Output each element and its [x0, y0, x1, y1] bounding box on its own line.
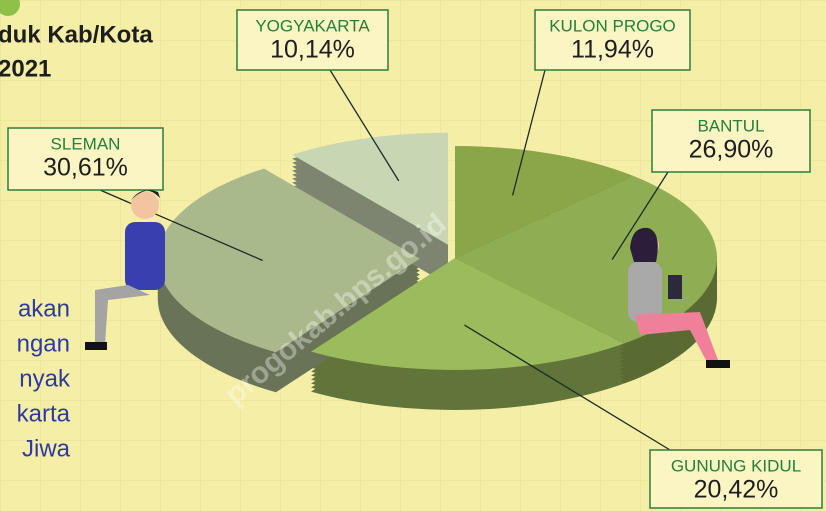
- text-line: Jiwa: [22, 435, 71, 462]
- category-label: KULON PROGO: [549, 16, 676, 35]
- title-line: 2021: [0, 55, 51, 82]
- text-line: karta: [17, 400, 71, 427]
- value-label: 10,14%: [270, 36, 355, 64]
- value-label: 11,94%: [571, 36, 654, 64]
- text-line: nyak: [19, 365, 71, 392]
- category-label: GUNUNG KIDUL: [671, 456, 801, 475]
- title-line: duk Kab/Kota: [0, 21, 153, 48]
- value-label: 30,61%: [43, 154, 128, 182]
- value-label: 20,42%: [694, 476, 779, 504]
- text-line: akan: [18, 295, 70, 322]
- chart: duk Kab/Kota 2021 akan ngan nyak karta J…: [0, 0, 826, 511]
- text-line: ngan: [17, 330, 70, 357]
- body-text: akan ngan nyak karta Jiwa: [17, 295, 71, 462]
- category-label: BANTUL: [697, 116, 764, 135]
- value-label: 26,90%: [689, 136, 774, 164]
- category-label: SLEMAN: [51, 134, 121, 153]
- category-label: YOGYAKARTA: [255, 16, 370, 35]
